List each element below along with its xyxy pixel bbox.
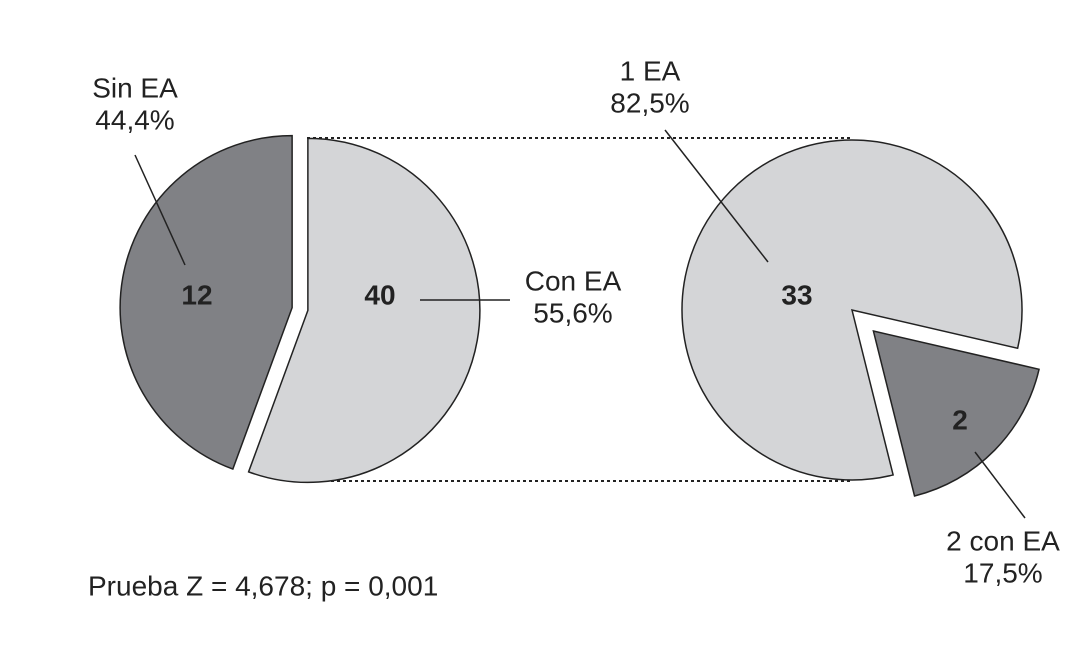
leader-line [134,154,186,266]
count-label: 12 [181,279,212,310]
slice-label: Con EA [525,265,622,296]
slice-label: 1 EA [620,55,681,86]
leader-line [974,451,1026,519]
count-label: 33 [781,279,812,310]
pie-slice [119,134,293,471]
pie-slice [247,137,481,484]
count-label: 40 [364,279,395,310]
annotation: Prueba Z = 4,678; p = 0,001 [88,570,438,601]
slice-label: 2 con EA [946,525,1060,556]
leader-line [664,129,769,263]
pie-slice [681,139,1023,481]
value-label: 17,5% [963,557,1042,588]
pie-slice [872,330,1040,497]
slice-label: Sin EA [92,72,178,103]
count-label: 2 [952,404,968,435]
value-label: 55,6% [533,297,612,328]
value-label: 82,5% [610,87,689,118]
value-label: 44,4% [95,104,174,135]
